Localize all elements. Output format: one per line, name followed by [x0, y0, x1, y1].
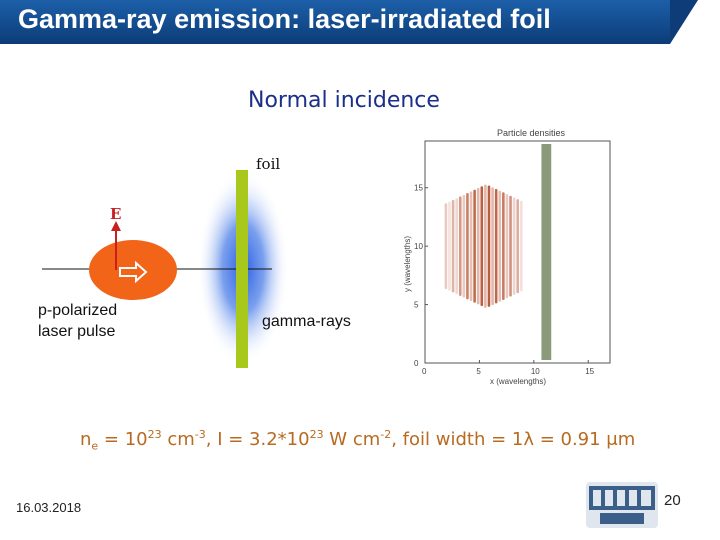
- plot-frame: [424, 140, 611, 364]
- density-exponent: 23: [147, 428, 162, 441]
- density-stripe: [455, 198, 458, 295]
- density-stripe: [487, 185, 491, 307]
- density-stripe: [491, 187, 494, 306]
- intensity-value: , I = 3.2*10: [205, 429, 310, 450]
- laser-density-bands: [444, 184, 523, 308]
- y-axis-label: y (wavelengths): [403, 236, 412, 292]
- y-axis-ticks: 0 5 10 15: [414, 184, 428, 368]
- density-stripe: [469, 191, 473, 301]
- density-stripe: [448, 201, 451, 291]
- density-stripe: [480, 186, 484, 307]
- x-tick-label: 0: [422, 367, 427, 376]
- x-axis-label: x (wavelengths): [490, 377, 546, 386]
- laser-label-line2: laser pulse: [38, 323, 116, 340]
- density-unit: cm: [161, 429, 195, 450]
- density-stripe: [520, 200, 523, 292]
- density-stripe: [505, 194, 509, 299]
- density-stripe: [494, 188, 498, 304]
- gamma-rays-label: gamma-rays: [262, 313, 351, 330]
- field-arrowhead-icon: [111, 221, 121, 231]
- foil-width: , foil width = 1λ = 0.91 μm: [391, 429, 636, 450]
- density-stripe: [502, 192, 505, 301]
- slide-subtitle: Normal incidence: [248, 88, 440, 113]
- title-bar: [0, 0, 698, 44]
- institute-logo: [586, 482, 658, 528]
- foil-bar: [236, 170, 248, 368]
- field-label: E: [110, 205, 122, 223]
- intensity-exponent: 23: [309, 428, 324, 441]
- density-stripe: [458, 196, 462, 296]
- density-stripe: [473, 189, 476, 303]
- density-stripe: [444, 203, 448, 290]
- plot-title: Particle densities: [497, 128, 566, 138]
- slide-date: 16.03.2018: [16, 500, 82, 515]
- y-tick-label: 10: [414, 242, 423, 251]
- x-tick-label: 15: [585, 367, 594, 376]
- x-axis-ticks: 0 5 10 15: [422, 360, 595, 376]
- density-symbol: n: [80, 429, 92, 450]
- y-tick-label: 15: [414, 184, 423, 193]
- propagation-arrow-icon: [119, 260, 148, 284]
- intensity-unit: W cm: [323, 429, 381, 450]
- y-tick-label: 0: [414, 359, 419, 368]
- intensity-unit-exponent: -2: [380, 428, 392, 441]
- laser-label-line1: p-polarized: [38, 302, 118, 319]
- plot-foil-band: [541, 144, 552, 360]
- x-tick-label: 10: [531, 367, 540, 376]
- density-unit-exponent: -3: [194, 428, 206, 441]
- particle-density-plot: Particle densities 0 5 10 15 0 5 10 15 x (wave…: [403, 128, 611, 386]
- density-stripe: [484, 184, 487, 308]
- page-number: 20: [664, 492, 681, 509]
- density-stripe: [451, 199, 455, 293]
- x-tick-label: 5: [476, 367, 481, 376]
- density-stripe: [466, 193, 469, 300]
- density-stripe: [512, 197, 516, 295]
- density-stripe: [498, 190, 502, 302]
- density-stripe: [462, 194, 466, 298]
- foil-label: foil: [256, 155, 281, 173]
- density-stripe: [509, 195, 512, 297]
- y-tick-label: 5: [414, 301, 419, 310]
- slide-title: Gamma-ray emission: laser-irradiated foi…: [18, 4, 551, 34]
- density-subscript: e: [91, 439, 99, 453]
- density-value: = 10: [98, 429, 148, 450]
- parameters-line: ne = 1023 cm-3, I = 3.2*1023 W cm-2, foi…: [80, 428, 635, 453]
- laser-label: p-polarized laser pulse: [38, 300, 117, 342]
- density-stripe: [516, 199, 520, 294]
- density-stripe: [476, 187, 480, 305]
